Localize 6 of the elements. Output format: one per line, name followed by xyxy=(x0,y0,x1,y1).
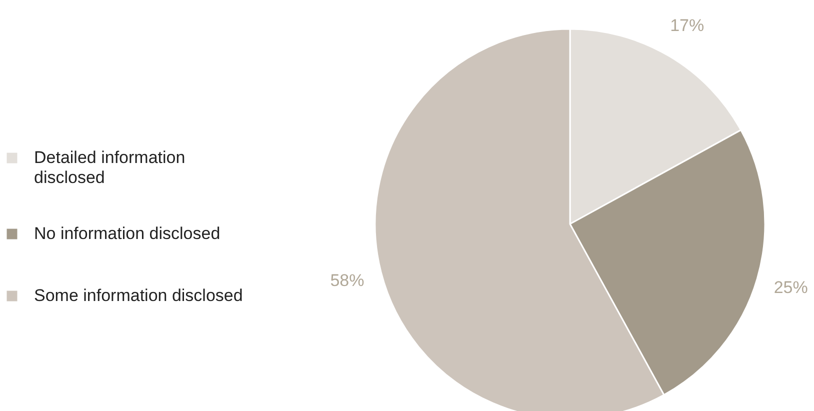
legend-label: Some information disclosed xyxy=(34,286,243,305)
data-label: 58% xyxy=(330,271,364,290)
legend-label: Detailed information disclosed xyxy=(34,148,186,187)
data-label: 17% xyxy=(670,16,704,36)
data-label: 25% xyxy=(774,278,808,298)
legend-label: No information disclosed xyxy=(34,224,220,243)
